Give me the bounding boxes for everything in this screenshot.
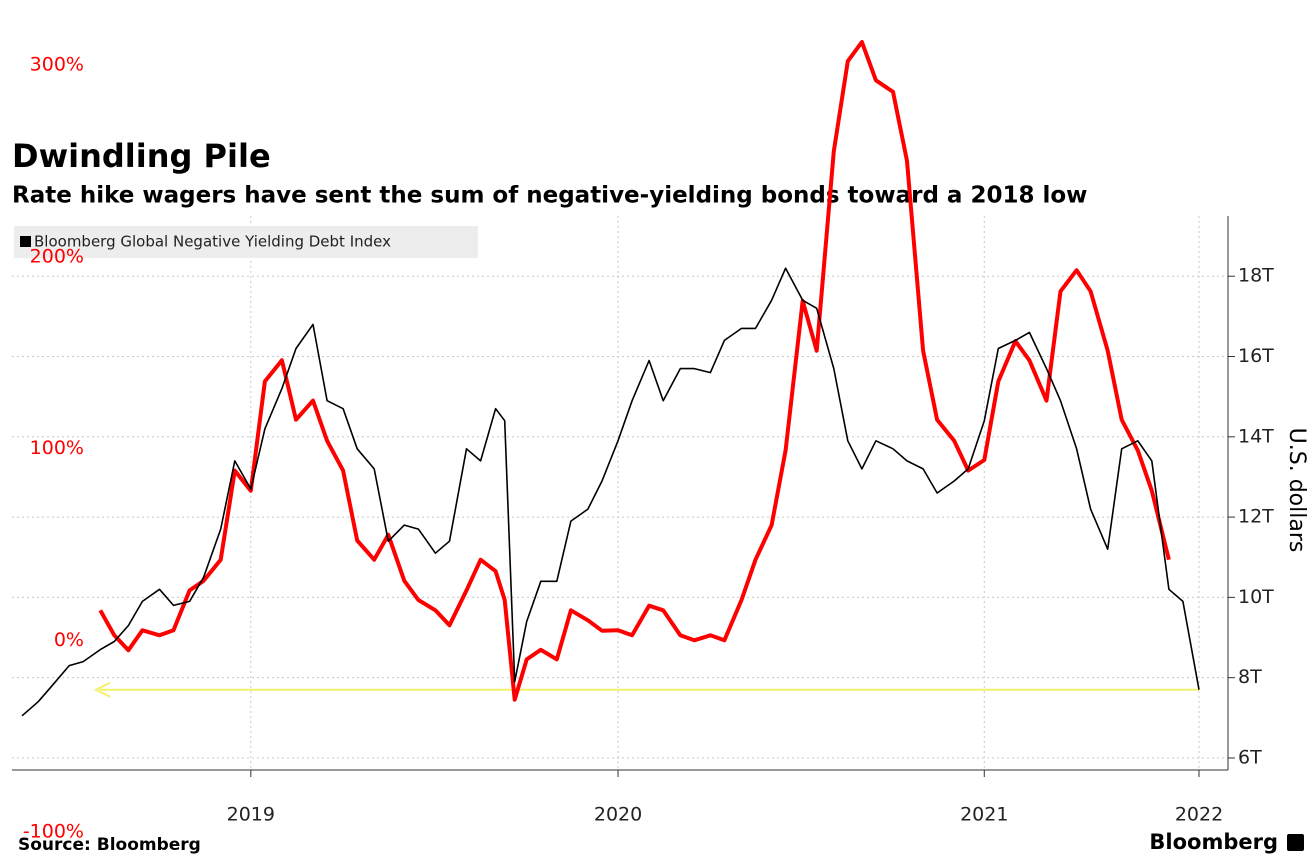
series-line [98,40,1171,702]
y2-tick-label: 14T [1238,425,1274,447]
x-tick-label: 2022 [1175,804,1223,826]
y2-tick-label: 8T [1238,666,1262,688]
legend-box [14,226,478,258]
brand: Bloomberg [1149,830,1278,854]
x-tick-label: 2021 [960,804,1008,826]
arrow-head [93,681,111,698]
legend-label: Bloomberg Global Negative Yielding Debt … [34,233,391,251]
y2-axis-label: U.S. dollars [1284,428,1309,553]
y2-tick-label: 16T [1238,345,1274,367]
y2-tick-label: 18T [1238,265,1274,287]
legend-swatch [20,236,31,247]
x-tick-label: 2020 [594,804,642,826]
source: Source: Bloomberg [18,835,201,855]
y-tick-label: 300% [30,54,84,76]
y2-tick-label: 12T [1238,506,1274,528]
y-tick-label: 0% [54,629,84,651]
y2-tick-label: 6T [1238,746,1262,768]
y-tick-label: 200% [30,245,84,267]
y-tick-label: 100% [30,437,84,459]
chart-title: Dwindling Pile [12,137,271,175]
y-tick-label: -100% [23,821,84,843]
series-line [21,267,1200,717]
chart-subtitle: Rate hike wagers have sent the sum of ne… [12,183,1087,209]
x-tick-label: 2019 [227,804,275,826]
brand-icon [1287,834,1304,851]
y2-tick-label: 10T [1238,586,1274,608]
